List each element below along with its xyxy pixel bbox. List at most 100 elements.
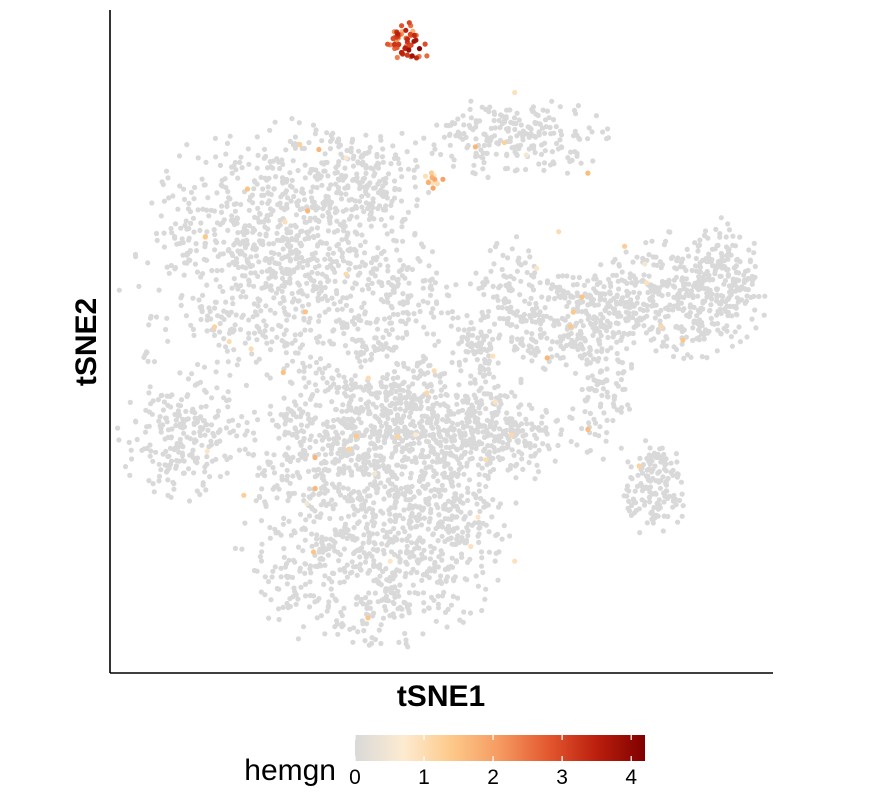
data-point — [467, 380, 474, 386]
data-point — [528, 131, 534, 137]
data-point — [246, 335, 252, 341]
data-point — [388, 320, 394, 326]
data-point — [252, 309, 258, 315]
data-point — [673, 451, 680, 457]
data-point — [692, 280, 698, 286]
data-point — [191, 470, 197, 476]
data-point — [447, 536, 453, 542]
data-point — [263, 323, 269, 329]
data-point — [464, 411, 470, 417]
data-point — [227, 372, 233, 378]
data-point — [697, 269, 703, 275]
data-point — [389, 275, 396, 281]
data-point — [208, 422, 215, 428]
data-point — [677, 264, 684, 270]
data-point — [591, 377, 597, 383]
data-point — [378, 216, 384, 223]
data-point — [406, 590, 412, 596]
data-point — [158, 392, 164, 399]
data-point — [643, 240, 649, 246]
data-point — [520, 342, 526, 348]
data-point — [430, 331, 437, 337]
data-point — [416, 478, 422, 484]
data-point — [402, 428, 408, 434]
data-point — [353, 248, 359, 254]
data-point — [560, 354, 566, 361]
data-point — [169, 230, 175, 236]
data-point — [590, 315, 596, 321]
data-point — [448, 466, 454, 472]
data-point — [378, 640, 384, 647]
data-point — [379, 423, 385, 429]
data-point — [374, 563, 380, 569]
data-point — [630, 259, 636, 265]
data-point — [272, 564, 278, 570]
data-point — [478, 549, 485, 555]
data-point — [512, 126, 518, 133]
data-point — [616, 329, 622, 335]
data-point — [380, 510, 386, 516]
data-point — [472, 408, 478, 414]
data-point — [501, 523, 507, 529]
data-point — [472, 492, 479, 498]
data-point — [476, 471, 482, 478]
data-point — [494, 293, 500, 300]
data-point — [690, 294, 696, 301]
data-point — [361, 209, 367, 215]
data-point — [514, 324, 520, 330]
data-point — [565, 313, 571, 319]
data-point — [405, 166, 412, 172]
data-point — [310, 287, 316, 294]
data-point — [593, 320, 599, 326]
data-point — [271, 295, 277, 301]
data-point — [559, 427, 565, 433]
data-point — [490, 497, 496, 503]
data-point — [542, 117, 549, 123]
data-point — [532, 310, 538, 317]
data-point — [331, 417, 337, 423]
data-point — [654, 262, 660, 268]
data-point — [271, 470, 278, 476]
data-point — [175, 408, 181, 414]
data-point — [407, 475, 413, 481]
data-point — [280, 521, 286, 527]
data-point — [673, 274, 680, 280]
data-point — [648, 337, 654, 343]
data-point — [417, 406, 423, 412]
data-point — [544, 431, 550, 437]
data-point — [227, 196, 233, 202]
data-point — [357, 497, 363, 503]
data-point — [518, 379, 524, 386]
data-point — [306, 513, 313, 519]
data-point — [203, 389, 209, 395]
data-point — [624, 493, 630, 499]
data-point — [601, 324, 607, 330]
data-point — [333, 532, 339, 538]
data-point — [441, 463, 448, 469]
data-point — [215, 429, 221, 435]
data-point — [448, 602, 455, 608]
data-point — [397, 387, 403, 393]
data-point — [690, 325, 696, 331]
data-point — [579, 425, 585, 432]
data-point — [373, 445, 379, 451]
data-point — [250, 314, 256, 320]
data-point — [397, 582, 403, 588]
data-point — [565, 155, 571, 161]
data-point — [410, 566, 416, 573]
data-point — [342, 185, 348, 191]
data-point — [388, 518, 394, 524]
data-point — [458, 509, 464, 515]
data-point — [430, 425, 436, 431]
data-point — [341, 565, 347, 571]
data-point — [315, 466, 322, 472]
data-point — [328, 451, 334, 457]
data-point — [367, 144, 373, 150]
data-point — [643, 484, 649, 490]
data-point — [225, 359, 231, 365]
data-point — [532, 134, 539, 140]
data-point — [342, 420, 348, 427]
data-point — [262, 592, 268, 598]
data-point — [658, 459, 664, 465]
data-point — [141, 354, 147, 360]
